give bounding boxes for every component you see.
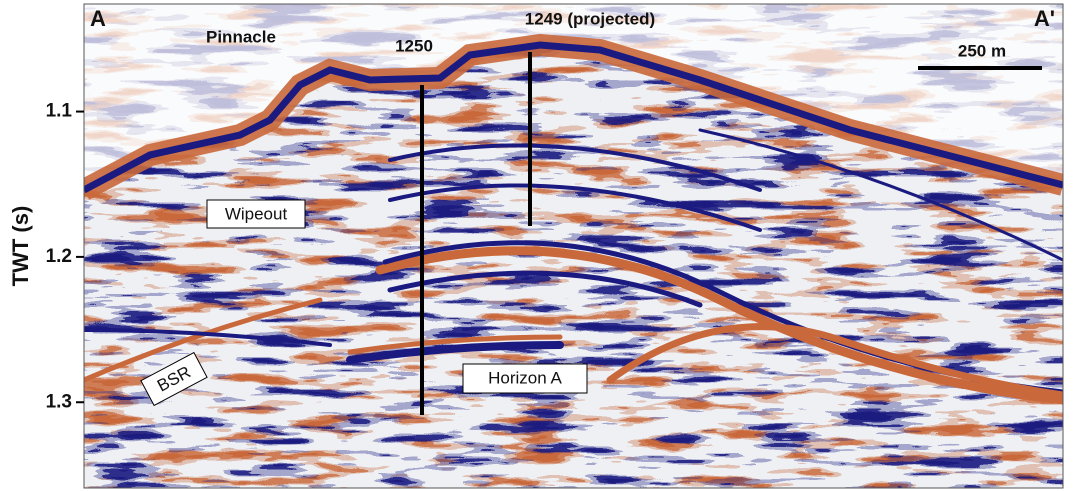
y-tick-label: 1.1 <box>46 101 73 122</box>
y-tick-label: 1.2 <box>46 246 72 267</box>
y-axis: 1.1 1.2 1.3 <box>46 101 84 413</box>
annotation: Horizon A <box>488 368 562 387</box>
annotation: Pinnacle <box>206 27 276 46</box>
y-tick-label: 1.3 <box>46 391 72 412</box>
well-label: 1249 (projected) <box>525 9 655 28</box>
seismic-figure: A A' Pinnacle 1250 1249 (projected) 250 … <box>0 0 1073 491</box>
section-end-label: A <box>90 6 106 31</box>
seismic-image <box>84 4 1063 488</box>
scale-label: 250 m <box>958 41 1006 60</box>
section-end-label: A' <box>1034 6 1055 31</box>
y-axis-label: TWT (s) <box>8 206 33 287</box>
well-label: 1250 <box>395 36 433 55</box>
annotation: Wipeout <box>225 204 288 223</box>
